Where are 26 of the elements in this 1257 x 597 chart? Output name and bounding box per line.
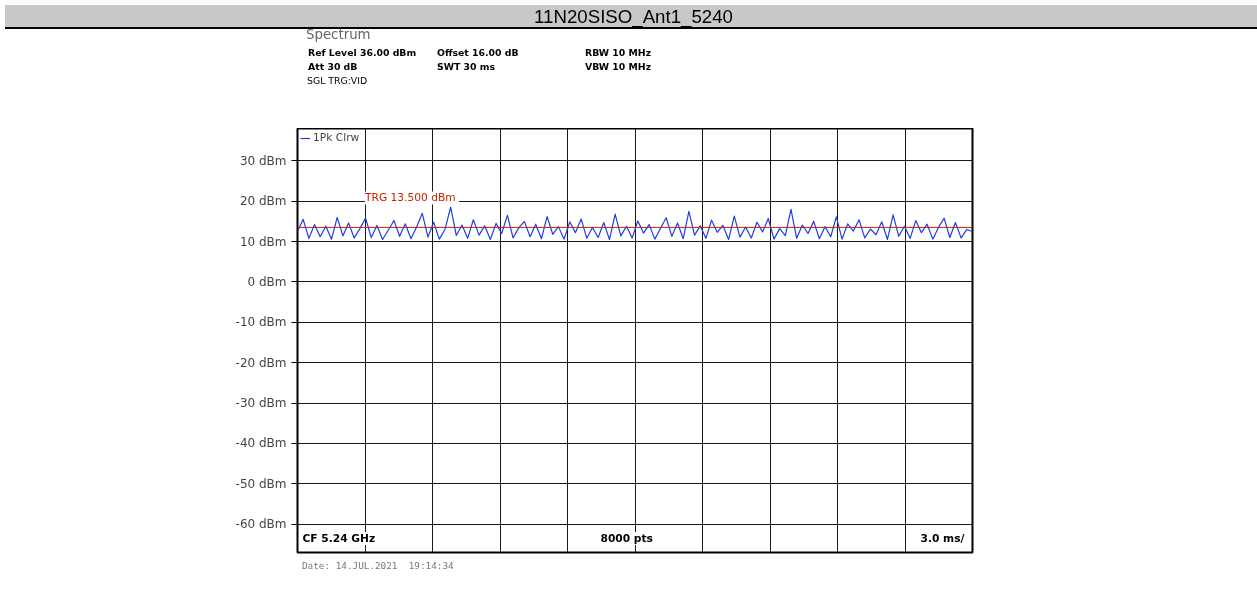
y-tick-label: -10 dBm (235, 315, 287, 330)
annotation: CF 5.24 GHz (302, 532, 376, 545)
text: SGL TRG:VID (307, 74, 368, 88)
y-tick-label: -60 dBm (235, 517, 287, 532)
annotation: 8000 pts (600, 532, 653, 545)
text: VBW 10 MHz (585, 60, 652, 74)
text: Offset 16.00 dB (437, 46, 519, 60)
text: Att 30 dB (308, 60, 358, 74)
text: Spectrum (306, 26, 371, 44)
y-tick-label: -50 dBm (235, 476, 287, 491)
annotation: 3.0 ms/ (920, 532, 965, 545)
y-tick-label: 10 dBm (239, 234, 287, 249)
text: SWT 30 ms (437, 60, 496, 74)
y-tick-label: -40 dBm (235, 436, 287, 451)
chart-title: 11N20SISO_Ant1_5240 (534, 5, 733, 29)
text: Ref Level 36.00 dBm (308, 46, 417, 60)
y-tick-label: 0 dBm (247, 274, 287, 289)
legend-label: 1Pk Clrw (313, 131, 360, 144)
y-tick-label: -30 dBm (235, 396, 287, 411)
y-tick-label: 30 dBm (239, 153, 287, 168)
y-tick-label: -20 dBm (235, 355, 287, 370)
y-tick-label: 20 dBm (239, 194, 287, 209)
line-series (297, 206, 973, 241)
text: Date: 14.JUL.2021 19:14:34 (302, 559, 454, 573)
text: RBW 10 MHz (585, 46, 652, 60)
ref-line-label: TRG 13.500 dBm (364, 191, 456, 205)
